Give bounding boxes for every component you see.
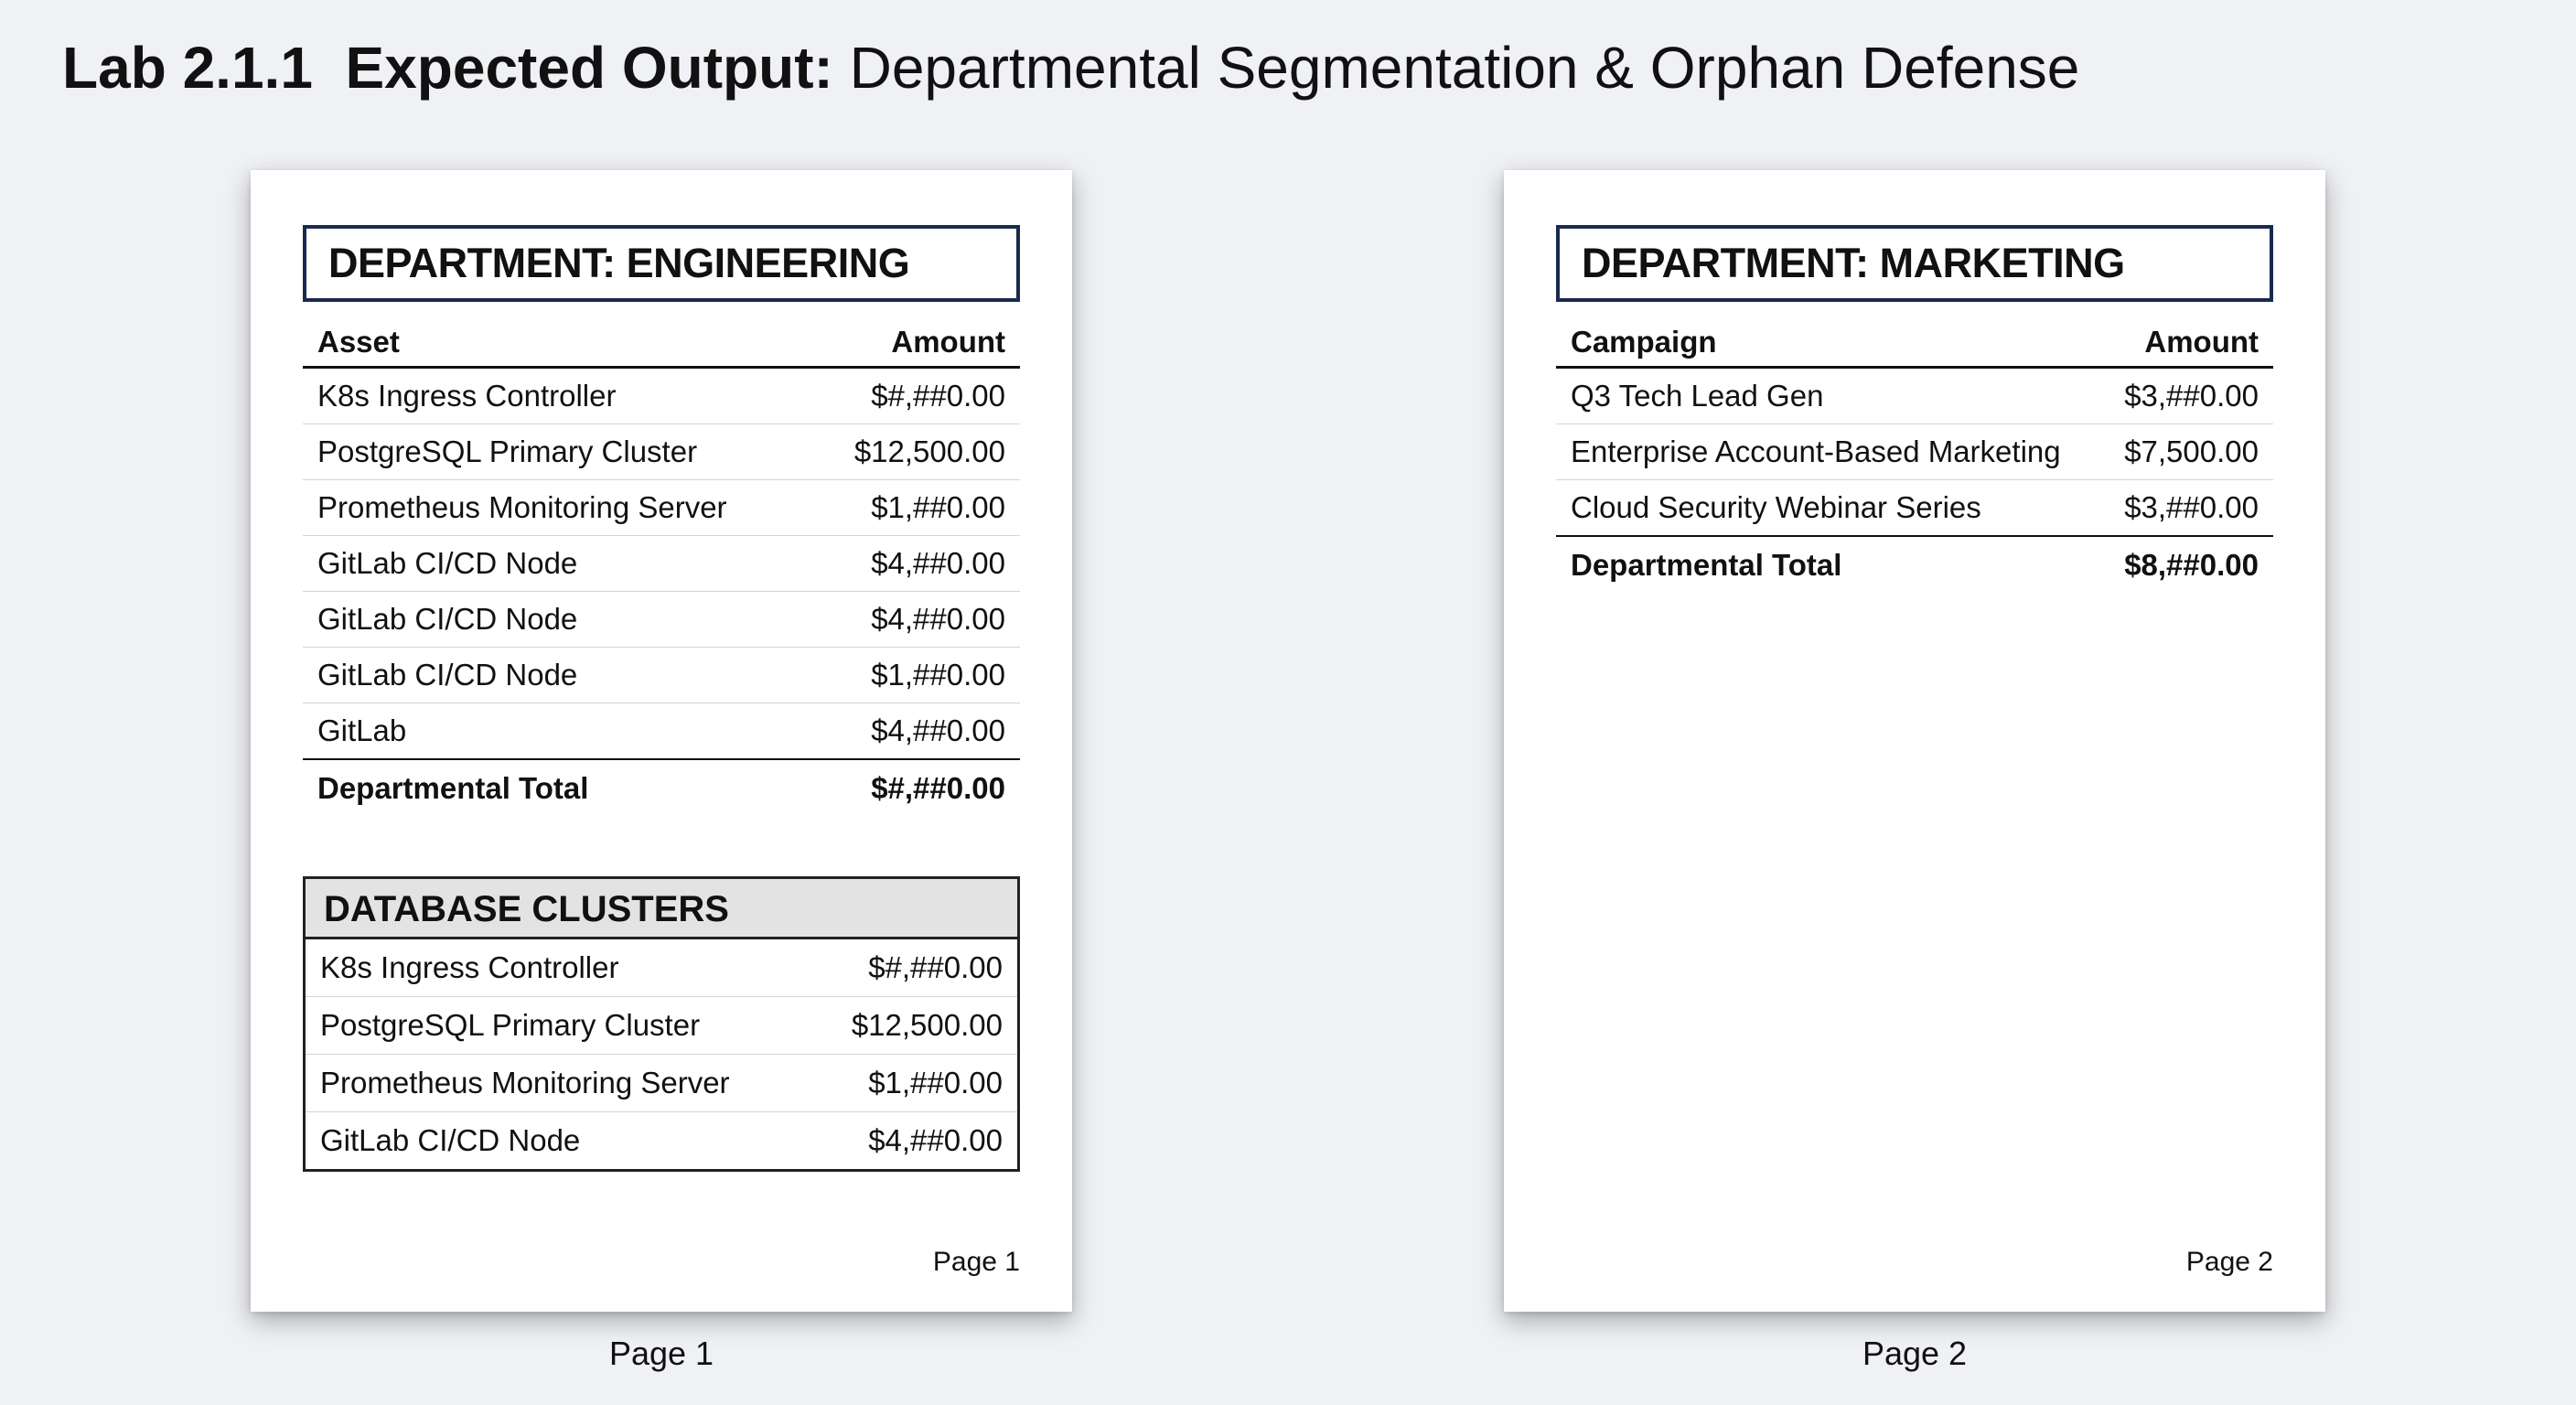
campaign-amount: $3,##0.00: [2072, 367, 2273, 424]
asset-amount: $4,##0.00: [819, 702, 1020, 760]
report-page-2: DEPARTMENT: MARKETING Campaign Amount Q3…: [1504, 170, 2325, 1312]
departmental-total-row: Departmental Total $#,##0.00: [303, 759, 1020, 817]
total-amount: $#,##0.00: [871, 771, 1005, 805]
asset-amount: $4,##0.00: [819, 591, 1020, 648]
campaign-name: Cloud Security Webinar Series: [1556, 479, 2073, 537]
asset-name: K8s Ingress Controller: [303, 367, 820, 424]
asset-name: GitLab CI/CD Node: [303, 647, 820, 703]
page-caption-2: Page 2: [1862, 1335, 1968, 1372]
table-header-row: Asset Amount: [303, 318, 1020, 369]
asset-amount: $12,500.00: [818, 996, 1017, 1055]
asset-amount: $12,500.00: [819, 424, 1020, 480]
database-clusters-section: DATABASE CLUSTERS K8s Ingress Controller…: [303, 876, 1020, 1172]
table-row: Cloud Security Webinar Series $3,##0.00: [1556, 479, 2273, 537]
table-row: PostgreSQL Primary Cluster $12,500.00: [306, 996, 1017, 1055]
campaign-amount: $3,##0.00: [2072, 479, 2273, 537]
asset-name: GitLab: [303, 702, 820, 760]
campaign-name: Enterprise Account-Based Marketing: [1556, 424, 2073, 480]
total-amount: $8,##0.00: [2124, 548, 2259, 582]
database-clusters-table: K8s Ingress Controller $#,##0.00 Postgre…: [306, 939, 1017, 1169]
column-header-amount: Amount: [2072, 318, 2273, 369]
department-header: DEPARTMENT: MARKETING: [1556, 225, 2273, 302]
table-header-row: Campaign Amount: [1556, 318, 2273, 369]
page-title: Lab 2.1.1 Expected Output: Departmental …: [62, 33, 2079, 102]
table-row: Prometheus Monitoring Server $1,##0.00: [306, 1054, 1017, 1112]
asset-name: GitLab CI/CD Node: [303, 535, 820, 592]
department-header: DEPARTMENT: ENGINEERING: [303, 225, 1020, 302]
asset-name: PostgreSQL Primary Cluster: [303, 424, 820, 480]
title-label: Expected Output:: [345, 35, 833, 101]
table-row: GitLab $4,##0.00: [303, 702, 1020, 760]
table-row: K8s Ingress Controller $#,##0.00: [306, 939, 1017, 997]
total-label: Departmental Total: [1571, 548, 1842, 582]
column-header-amount: Amount: [819, 318, 1020, 369]
asset-amount: $#,##0.00: [818, 939, 1017, 997]
asset-amount: $1,##0.00: [819, 479, 1020, 536]
asset-name: Prometheus Monitoring Server: [306, 1054, 819, 1112]
asset-amount: $4,##0.00: [868, 1123, 1003, 1157]
title-text: Departmental Segmentation & Orphan Defen…: [849, 35, 2080, 101]
asset-name: GitLab CI/CD Node: [303, 591, 820, 648]
table-row: GitLab CI/CD Node $4,##0.00: [303, 535, 1020, 592]
table-row: PostgreSQL Primary Cluster $12,500.00: [303, 424, 1020, 480]
table-row: GitLab CI/CD Node $4,##0.00: [306, 1112, 1017, 1170]
page-number: Page 2: [2185, 1247, 2273, 1277]
total-label: Departmental Total: [317, 771, 589, 805]
section-header: DATABASE CLUSTERS: [306, 879, 1017, 939]
asset-name: GitLab CI/CD Node: [320, 1123, 581, 1157]
report-page-1: DEPARTMENT: ENGINEERING Asset Amount K8s…: [251, 170, 1072, 1312]
campaign-table: Campaign Amount Q3 Tech Lead Gen $3,##0.…: [1556, 318, 2273, 594]
asset-amount: $1,##0.00: [818, 1054, 1017, 1112]
asset-table: Asset Amount K8s Ingress Controller $#,#…: [303, 318, 1020, 817]
column-header-campaign: Campaign: [1556, 318, 2073, 369]
table-row: GitLab CI/CD Node $4,##0.00: [303, 591, 1020, 648]
page-number: Page 1: [932, 1247, 1020, 1277]
column-header-asset: Asset: [303, 318, 820, 369]
asset-name: PostgreSQL Primary Cluster: [306, 996, 819, 1055]
table-row: K8s Ingress Controller $#,##0.00: [303, 367, 1020, 424]
lab-number: Lab 2.1.1: [62, 35, 313, 101]
asset-name: Prometheus Monitoring Server: [303, 479, 820, 536]
table-row: Enterprise Account-Based Marketing $7,50…: [1556, 424, 2273, 480]
table-row: Q3 Tech Lead Gen $3,##0.00: [1556, 367, 2273, 424]
asset-amount: $4,##0.00: [819, 535, 1020, 592]
asset-amount: $#,##0.00: [819, 367, 1020, 424]
departmental-total-row: Departmental Total $8,##0.00: [1556, 536, 2273, 594]
asset-amount: $1,##0.00: [819, 647, 1020, 703]
table-row: Prometheus Monitoring Server $1,##0.00: [303, 479, 1020, 536]
campaign-name: Q3 Tech Lead Gen: [1556, 367, 2073, 424]
campaign-amount: $7,500.00: [2072, 424, 2273, 480]
page-caption-1: Page 1: [608, 1335, 714, 1372]
table-row: GitLab CI/CD Node $1,##0.00: [303, 647, 1020, 703]
asset-name: K8s Ingress Controller: [306, 939, 819, 997]
